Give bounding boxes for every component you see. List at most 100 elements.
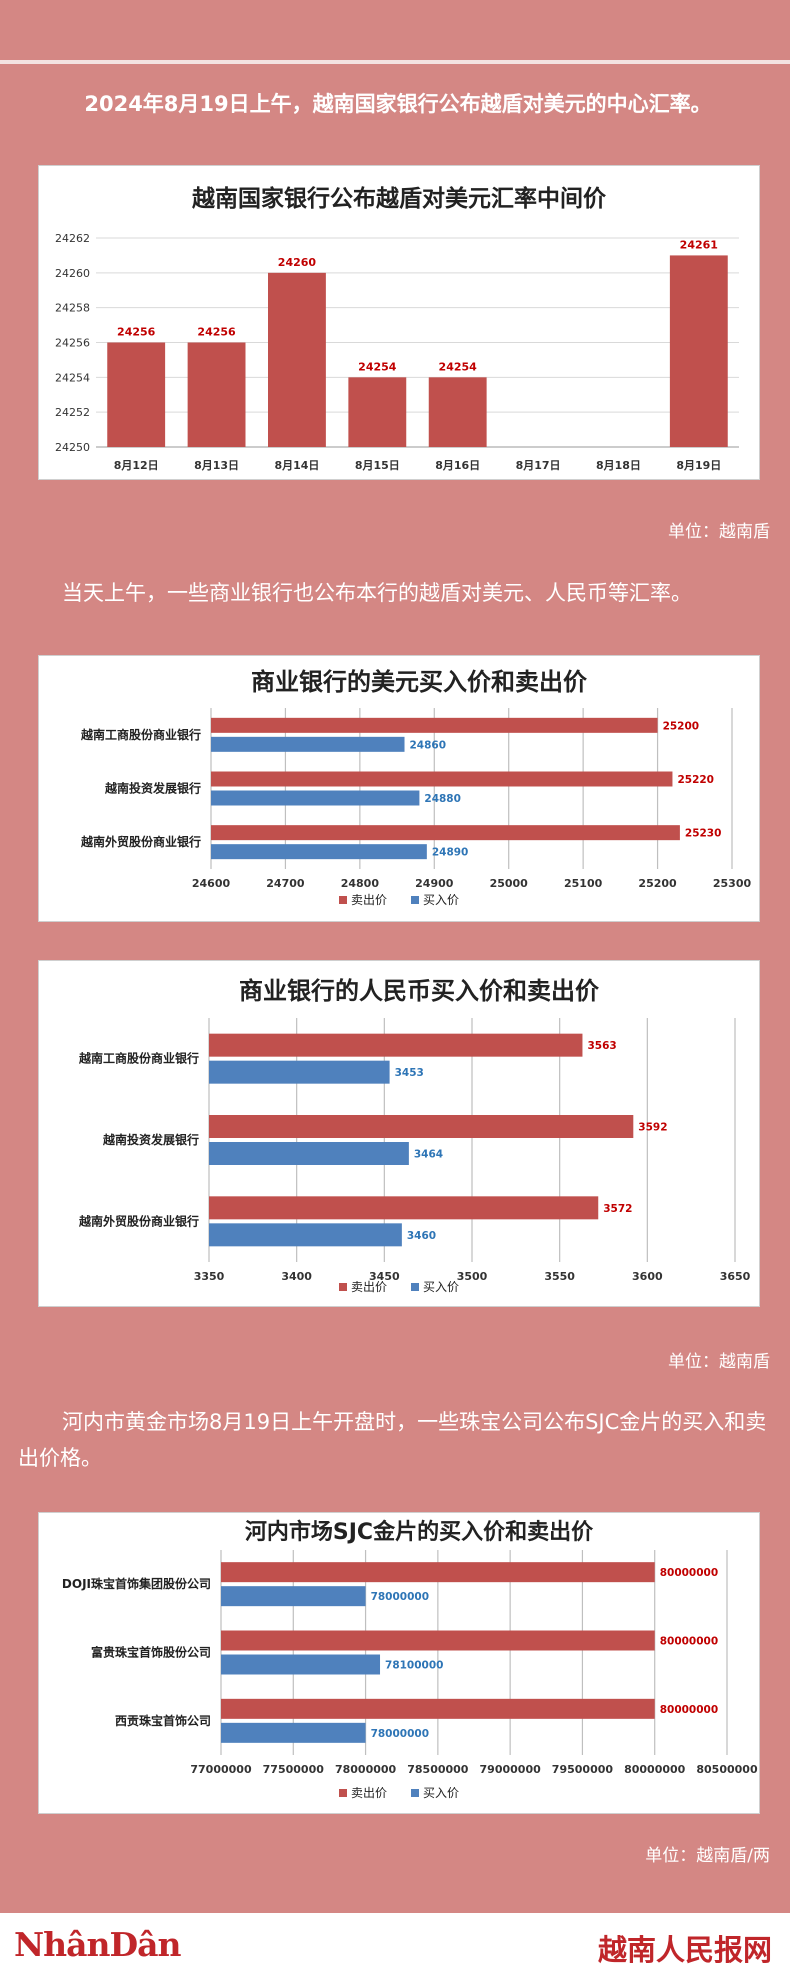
y-category-label: 越南工商股份商业银行	[80, 727, 201, 742]
data-label: 80000000	[660, 1567, 718, 1579]
bar	[209, 1115, 634, 1138]
x-tick-label: 8月12日	[114, 459, 159, 472]
bar	[348, 377, 407, 447]
chart-title: 商业银行的人民币买入价和卖出价	[239, 977, 600, 1005]
bar	[209, 1142, 409, 1165]
x-tick-label: 25100	[564, 877, 603, 890]
y-tick-label: 24260	[55, 267, 90, 280]
data-label: 25220	[677, 774, 714, 786]
x-tick-label: 3650	[720, 1270, 751, 1283]
bar	[211, 736, 405, 752]
y-tick-label: 24258	[55, 302, 90, 315]
x-tick-label: 8月16日	[435, 459, 480, 472]
x-tick-label: 8月17日	[516, 459, 561, 472]
footer-bar: NhânDân 越南人民报网	[0, 1913, 790, 1975]
legend-swatch	[411, 1789, 419, 1797]
site-logo[interactable]: 越南人民报网	[597, 1933, 772, 1967]
legend-swatch	[339, 1283, 347, 1291]
y-tick-label: 24250	[55, 441, 90, 454]
x-tick-label: 8月18日	[596, 459, 641, 472]
data-label: 3572	[603, 1203, 632, 1215]
data-label: 78000000	[371, 1591, 429, 1603]
x-tick-label: 8月19日	[676, 459, 721, 472]
y-category-label: 越南工商股份商业银行	[78, 1051, 199, 1066]
legend-swatch	[411, 1283, 419, 1291]
data-label: 3563	[587, 1040, 616, 1052]
data-label: 78100000	[385, 1660, 443, 1672]
data-label: 3592	[638, 1122, 667, 1134]
vertical-bar-chart: 越南国家银行公布越盾对美元汇率中间价 24262 24260 24258 24256 24…	[55, 185, 739, 472]
bar	[211, 844, 427, 860]
chart-title: 河内市场SJC金片的买入价和卖出价	[245, 1519, 594, 1545]
bar	[209, 1033, 583, 1057]
data-label: 3464	[414, 1149, 443, 1161]
bar	[268, 272, 326, 447]
bar	[221, 1630, 655, 1651]
legend-label: 买入价	[423, 1280, 459, 1294]
chart-title: 越南国家银行公布越盾对美元汇率中间价	[192, 185, 607, 212]
legend-label: 卖出价	[351, 1280, 387, 1294]
data-label: 24254	[358, 360, 397, 373]
bar	[221, 1562, 655, 1583]
y-category-label: 越南外贸股份商业银行	[80, 834, 201, 849]
x-tick-label: 78500000	[407, 1763, 469, 1776]
x-tick-label: 79500000	[552, 1763, 614, 1776]
legend-label: 卖出价	[351, 1786, 387, 1800]
x-tick-label: 25300	[713, 877, 752, 890]
x-tick-label: 78000000	[335, 1763, 397, 1776]
x-tick-label: 3600	[632, 1270, 663, 1283]
x-tick-label: 77500000	[263, 1763, 325, 1776]
legend-label: 卖出价	[351, 893, 387, 907]
data-label: 24256	[117, 326, 156, 339]
data-label: 80000000	[660, 1636, 718, 1648]
unit-label-3: 单位：越南盾/两	[645, 1846, 770, 1866]
chart-title: 商业银行的美元买入价和卖出价	[251, 668, 588, 696]
x-tick-label: 3550	[544, 1270, 575, 1283]
data-label: 24256	[197, 326, 236, 339]
y-tick-label: 24256	[55, 337, 90, 350]
x-tick-label: 80500000	[696, 1763, 758, 1776]
legend-label: 买入价	[423, 893, 459, 907]
bar	[428, 377, 487, 447]
legend-label: 买入价	[423, 1786, 459, 1800]
x-tick-label: 24700	[266, 877, 305, 890]
data-label: 78000000	[371, 1728, 429, 1740]
data-label: 3460	[407, 1230, 436, 1242]
bar	[209, 1196, 599, 1220]
bar	[221, 1654, 381, 1675]
y-category-label: 富贵珠宝首饰股份公司	[91, 1645, 211, 1660]
data-label: 80000000	[660, 1704, 718, 1716]
x-tick-label: 77000000	[190, 1763, 252, 1776]
y-tick-label: 24262	[55, 232, 90, 245]
y-category-label: 西贡珠宝首饰公司	[115, 1713, 211, 1728]
x-tick-label: 79000000	[480, 1763, 542, 1776]
y-category-label: DOJI珠宝首饰集团股份公司	[62, 1576, 211, 1591]
intro-paragraph-3: 河内市黄金市场8月19日上午开盘时，一些珠宝公司公布SJC金片的买入和卖出价格。	[18, 1410, 767, 1470]
x-tick-label: 8月13日	[194, 459, 239, 472]
bar	[221, 1722, 366, 1743]
bar	[211, 717, 658, 733]
bar	[211, 825, 680, 841]
horizontal-bar-chart-cny: 商业银行的人民币买入价和卖出价 3350 3400 3450 3500 3550 3600 3…	[78, 977, 751, 1294]
nhandan-logo[interactable]: NhânDân	[14, 1925, 182, 1964]
bar	[187, 342, 246, 447]
x-tick-label: 24900	[415, 877, 454, 890]
x-tick-label: 8月14日	[274, 459, 319, 472]
x-tick-label: 80000000	[624, 1763, 686, 1776]
chart-card-cny-bank-rates: 商业银行的人民币买入价和卖出价 3350 3400 3450 3500 3550 3600 3…	[38, 960, 760, 1307]
bar	[211, 790, 420, 806]
data-label: 24860	[410, 739, 447, 751]
x-tick-label: 3350	[194, 1270, 225, 1283]
legend-swatch	[411, 896, 419, 904]
data-label: 24880	[424, 793, 461, 805]
data-label: 25200	[663, 720, 700, 732]
bar	[107, 342, 166, 447]
bar	[221, 1698, 655, 1719]
y-tick-label: 24254	[55, 371, 90, 384]
legend-swatch	[339, 1789, 347, 1797]
horizontal-bar-chart-gold: 河内市场SJC金片的买入价和卖出价 77000000 77500000 7800000…	[62, 1519, 758, 1800]
top-divider	[0, 60, 790, 64]
chart-card-usd-bank-rates: 商业银行的美元买入价和卖出价 24600 24700 24800 24900 25000 2…	[38, 655, 760, 922]
y-category-label: 越南投资发展银行	[104, 781, 201, 796]
bar	[209, 1060, 390, 1084]
